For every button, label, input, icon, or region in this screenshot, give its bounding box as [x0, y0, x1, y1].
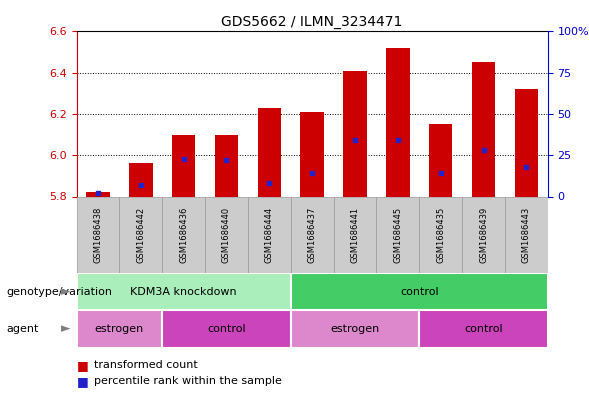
Text: GSM1686445: GSM1686445	[393, 207, 402, 263]
FancyBboxPatch shape	[162, 196, 205, 273]
Text: ►: ►	[61, 323, 71, 336]
Text: GSM1686440: GSM1686440	[222, 207, 231, 263]
Text: GSM1686439: GSM1686439	[479, 207, 488, 263]
FancyBboxPatch shape	[291, 310, 419, 348]
FancyBboxPatch shape	[120, 196, 162, 273]
Bar	[129, 163, 153, 196]
Bar	[515, 89, 538, 196]
Text: genotype/variation: genotype/variation	[6, 287, 112, 297]
Text: estrogen: estrogen	[330, 324, 380, 334]
Text: ■: ■	[77, 359, 88, 372]
FancyBboxPatch shape	[291, 273, 548, 310]
FancyBboxPatch shape	[376, 196, 419, 273]
Text: GSM1686436: GSM1686436	[179, 207, 188, 263]
FancyBboxPatch shape	[77, 310, 162, 348]
FancyBboxPatch shape	[248, 196, 291, 273]
Text: transformed count: transformed count	[94, 360, 198, 371]
Text: ■: ■	[77, 375, 88, 388]
Bar	[343, 71, 367, 196]
FancyBboxPatch shape	[419, 310, 548, 348]
FancyBboxPatch shape	[419, 196, 462, 273]
Text: control: control	[400, 287, 439, 297]
Bar	[300, 112, 324, 196]
FancyBboxPatch shape	[77, 196, 120, 273]
FancyBboxPatch shape	[205, 196, 248, 273]
Text: GSM1686444: GSM1686444	[265, 207, 274, 263]
Bar	[215, 135, 239, 196]
FancyBboxPatch shape	[291, 196, 333, 273]
Text: ►: ►	[61, 285, 71, 298]
FancyBboxPatch shape	[333, 196, 376, 273]
FancyBboxPatch shape	[462, 196, 505, 273]
FancyBboxPatch shape	[505, 196, 548, 273]
FancyBboxPatch shape	[77, 273, 291, 310]
Text: GSM1686435: GSM1686435	[436, 207, 445, 263]
Text: GSM1686441: GSM1686441	[350, 207, 359, 263]
Bar	[429, 124, 452, 196]
Text: GSM1686442: GSM1686442	[136, 207, 145, 263]
Text: control: control	[207, 324, 246, 334]
Text: percentile rank within the sample: percentile rank within the sample	[94, 376, 282, 386]
Bar	[257, 108, 281, 196]
Text: KDM3A knockdown: KDM3A knockdown	[130, 287, 237, 297]
Title: GDS5662 / ILMN_3234471: GDS5662 / ILMN_3234471	[221, 15, 403, 29]
Text: GSM1686437: GSM1686437	[307, 207, 317, 263]
Bar	[472, 62, 495, 196]
Bar	[86, 192, 110, 196]
Bar	[172, 135, 196, 196]
Text: control: control	[464, 324, 503, 334]
Text: agent: agent	[6, 324, 38, 334]
Text: GSM1686438: GSM1686438	[94, 207, 102, 263]
Text: GSM1686443: GSM1686443	[522, 207, 531, 263]
Text: estrogen: estrogen	[95, 324, 144, 334]
Bar	[386, 48, 409, 196]
FancyBboxPatch shape	[162, 310, 291, 348]
